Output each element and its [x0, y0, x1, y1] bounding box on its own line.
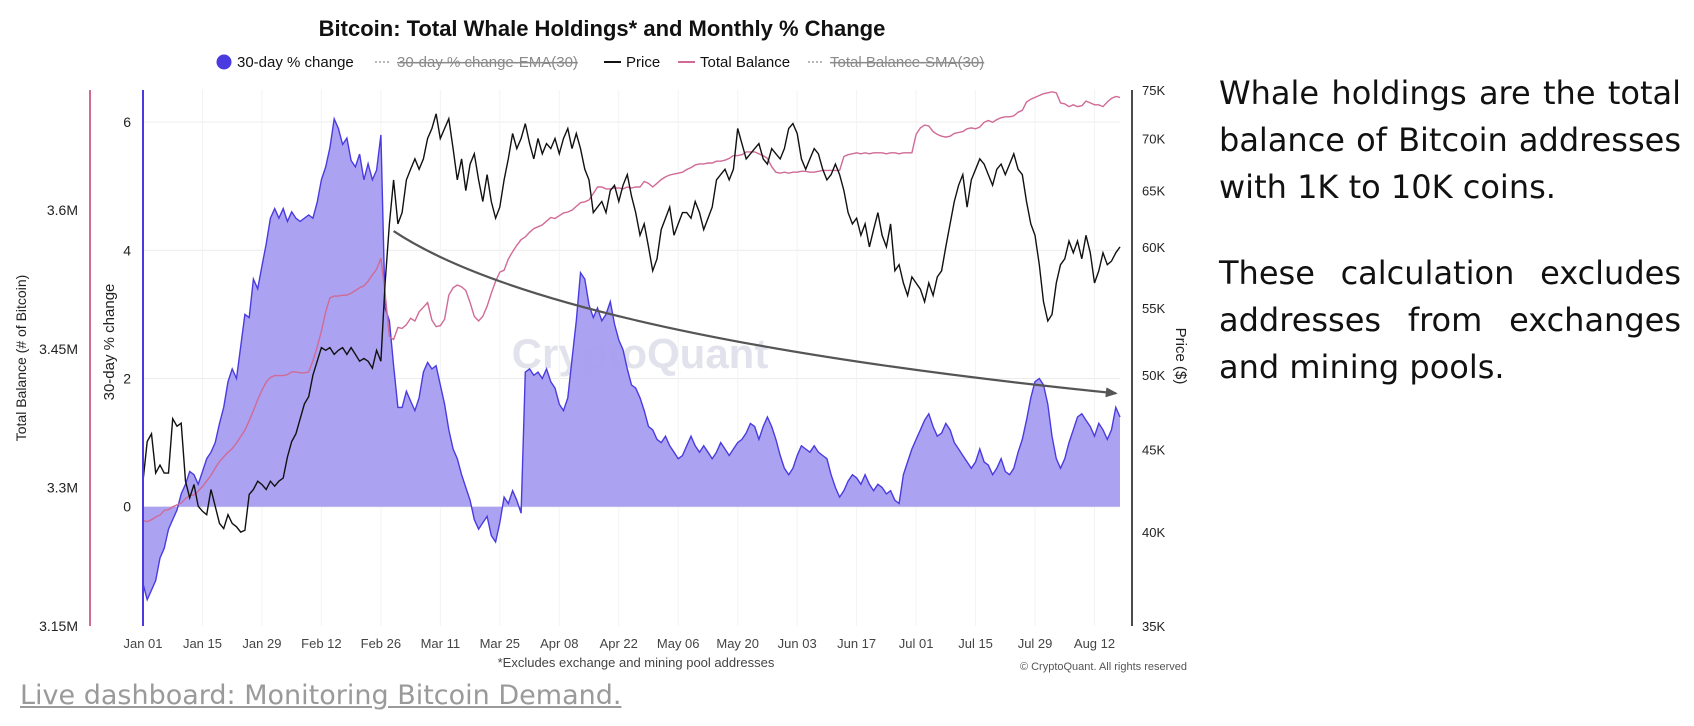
- legend-item: 30-day % change: [216, 54, 354, 71]
- price-line: [142, 113, 1121, 533]
- side-note-exclusions: These calculation excludes addresses fro…: [1219, 254, 1681, 386]
- trend-arrow-path: [392, 230, 1118, 398]
- x-tick-label: May 06: [657, 636, 700, 651]
- legend-item: Total Balance: [678, 54, 790, 71]
- price-tick-label: 40K: [1142, 525, 1165, 540]
- chart-title: Bitcoin: Total Whale Holdings* and Month…: [319, 16, 886, 41]
- change-tick-label: 4: [123, 242, 131, 258]
- price-tick-label: 65K: [1142, 184, 1165, 199]
- change-tick-label: 0: [123, 499, 131, 515]
- balance-tick-label: 3.6M: [47, 202, 78, 218]
- balance-tick-label: 3.3M: [47, 479, 78, 495]
- legend-label: 30-day % change: [237, 54, 354, 71]
- x-tick-label: Jul 15: [958, 636, 993, 651]
- x-tick-label: Jun 17: [837, 636, 876, 651]
- x-tick-label: Feb 12: [301, 636, 341, 651]
- x-tick-label: Jan 29: [242, 636, 281, 651]
- legend-label: Total Balance-SMA(30): [830, 54, 984, 71]
- x-tick-label: May 20: [716, 636, 759, 651]
- change-tick-label: 6: [123, 114, 131, 130]
- trend-arrow: [392, 230, 1118, 398]
- x-tick-label: Jul 29: [1018, 636, 1053, 651]
- price-tick-label: 45K: [1142, 442, 1165, 457]
- change-axis-label: 30-day % change: [101, 284, 118, 401]
- x-tick-label: Mar 25: [480, 636, 520, 651]
- chart-footnote: *Excludes exchange and mining pool addre…: [498, 655, 775, 670]
- change-line: [142, 116, 1121, 602]
- price-tick-label: 70K: [1142, 132, 1165, 147]
- legend-label: Total Balance: [700, 54, 790, 71]
- legend-item: Total Balance-SMA(30): [808, 54, 984, 71]
- price-tick-label: 55K: [1142, 301, 1165, 316]
- x-tick-label: Jul 01: [899, 636, 934, 651]
- chart-grid: [142, 90, 1120, 626]
- series-price: [142, 113, 1121, 533]
- legend-swatch-dot: [216, 54, 232, 70]
- balance-axis-label: Total Balance (# of Bitcoin): [13, 275, 29, 442]
- x-tick-label: Jun 03: [778, 636, 817, 651]
- x-tick-label: Jan 15: [183, 636, 222, 651]
- legend-label: 30-day % change-EMA(30): [397, 54, 578, 71]
- change-area-fill: [143, 118, 1120, 600]
- live-dashboard-link[interactable]: Live dashboard: Monitoring Bitcoin Deman…: [20, 680, 622, 711]
- price-tick-label: 35K: [1142, 619, 1165, 634]
- x-tick-label: Feb 26: [361, 636, 401, 651]
- balance-axis-ticks: 3.15M 3.3M 3.45M 3.6M: [39, 202, 78, 634]
- price-tick-label: 60K: [1142, 240, 1165, 255]
- watermark: CryptoQuant: [512, 330, 769, 377]
- price-axis-label: Price ($): [1172, 328, 1189, 385]
- chart-copyright: © CryptoQuant. All rights reserved: [1020, 661, 1187, 673]
- chart-legend: 30-day % change 30-day % change-EMA(30) Pr…: [216, 54, 984, 71]
- x-tick-label: Aug 12: [1074, 636, 1115, 651]
- change-tick-label: 2: [123, 371, 131, 387]
- x-tick-label: Jan 01: [123, 636, 162, 651]
- x-tick-label: Mar 11: [421, 636, 461, 651]
- price-axis-ticks: 35K 40K 45K 50K 55K 60K 65K 70K 75K: [1142, 83, 1165, 634]
- balance-tick-label: 3.15M: [39, 618, 78, 634]
- series-total-balance: [142, 91, 1121, 523]
- balance-tick-label: 3.45M: [39, 341, 78, 357]
- price-tick-label: 75K: [1142, 83, 1165, 98]
- x-tick-label: Apr 08: [540, 636, 578, 651]
- side-note-whale-definition: Whale holdings are the total balance of …: [1219, 74, 1681, 206]
- chart: Bitcoin: Total Whale Holdings* and Month…: [13, 16, 1189, 673]
- legend-item: 30-day % change-EMA(30): [375, 54, 578, 71]
- change-axis-ticks: 0 2 4 6: [123, 114, 131, 515]
- x-axis-ticks: Jan 01 Jan 15 Jan 29 Feb 12 Feb 26 Mar 11 Mar …: [123, 636, 1115, 651]
- price-tick-label: 50K: [1142, 368, 1165, 383]
- balance-line: [142, 91, 1121, 523]
- x-tick-label: Apr 22: [600, 636, 638, 651]
- legend-item: Price: [604, 54, 660, 71]
- series-30-day-change: [142, 116, 1121, 602]
- legend-label: Price: [626, 54, 660, 71]
